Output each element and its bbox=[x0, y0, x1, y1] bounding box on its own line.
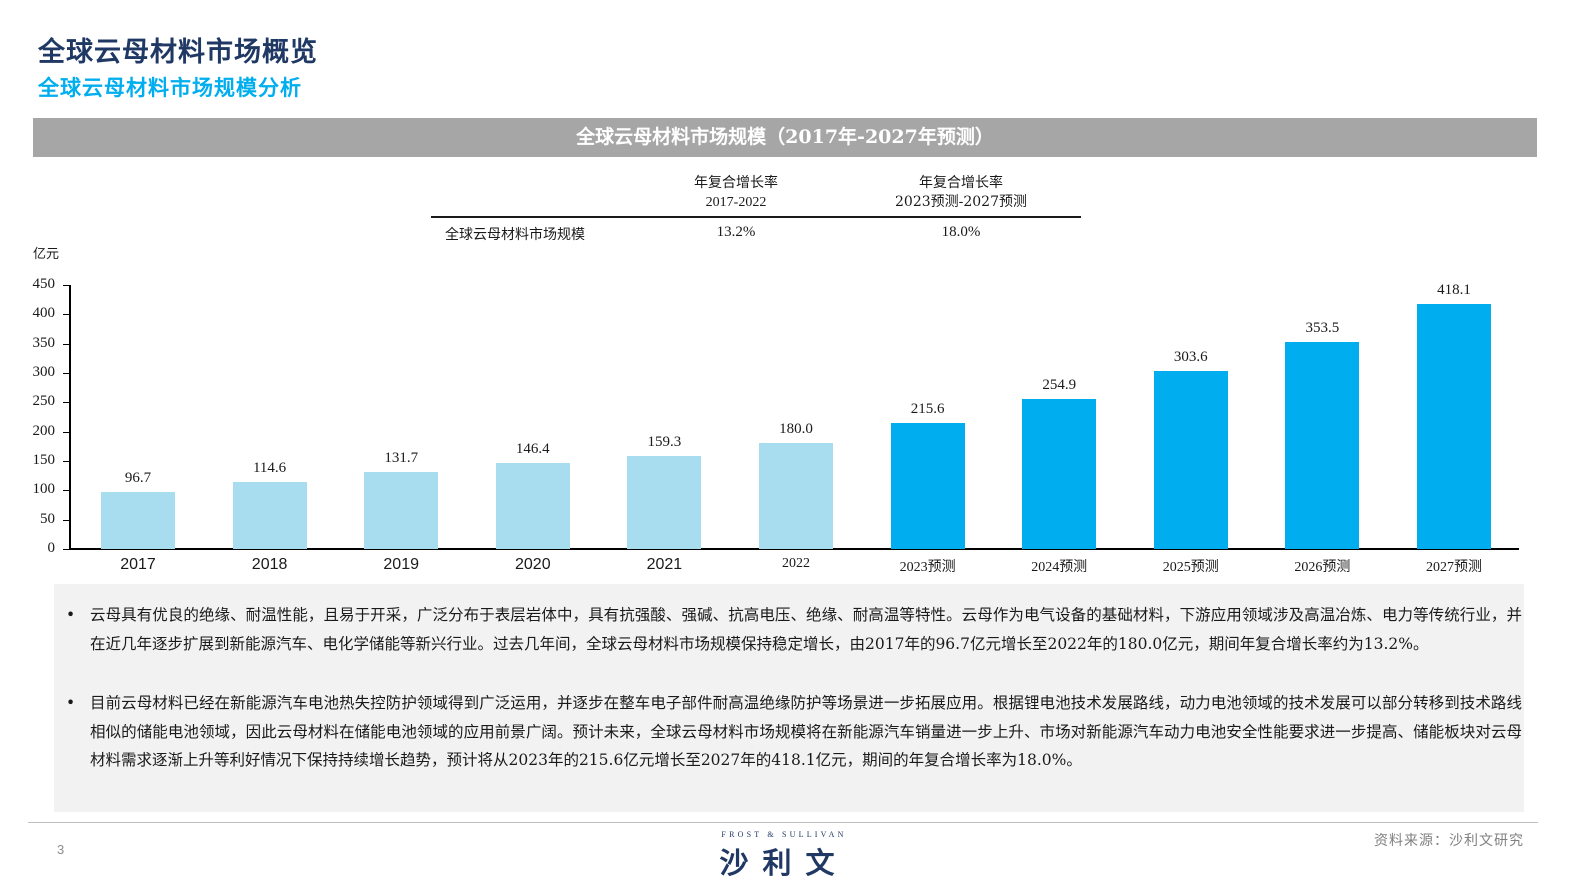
cagr-col-2-line2: 2023预测-2027预测 bbox=[895, 194, 1027, 210]
bar-value-label: 146.4 bbox=[515, 441, 550, 458]
chart-title-banner: 全球云母材料市场规模（2017年-2027年预测） bbox=[33, 118, 1537, 157]
x-tick-label: 2018 bbox=[251, 556, 288, 573]
y-tick-label: 250 bbox=[32, 393, 56, 410]
x-tick-label: 2024预测 bbox=[1031, 560, 1088, 575]
x-tick-label: 2026预测 bbox=[1294, 560, 1351, 575]
logo-frost-sullivan-cn: 沙利文 bbox=[719, 846, 849, 880]
y-tick-label: 400 bbox=[32, 305, 56, 322]
y-tick-label: 100 bbox=[32, 481, 56, 498]
y-axis-unit: 亿元 bbox=[33, 247, 60, 262]
cagr-table-rule bbox=[431, 216, 1081, 218]
page-subtitle: 全球云母材料市场规模分析 bbox=[38, 75, 302, 100]
cagr-row-label: 全球云母材料市场规模 bbox=[445, 227, 585, 243]
bar-2017 bbox=[101, 492, 175, 549]
cagr-col-header-1: 年复合增长率 2017-2022 bbox=[661, 174, 811, 212]
y-tick-mark bbox=[63, 490, 70, 492]
y-tick-label: 150 bbox=[32, 452, 56, 468]
y-tick-label: 300 bbox=[32, 364, 56, 380]
y-tick-mark bbox=[63, 285, 70, 286]
bar-value-label: 180.0 bbox=[779, 421, 813, 438]
y-tick-mark bbox=[63, 314, 70, 316]
footer-divider bbox=[28, 822, 1538, 823]
y-tick-mark bbox=[63, 549, 70, 550]
bar-value-label: 159.3 bbox=[647, 433, 682, 450]
x-tick-label: 2023预测 bbox=[899, 560, 956, 575]
logo-frost-sullivan-en: FROST & SULLIVAN bbox=[721, 830, 847, 839]
bar-2020 bbox=[495, 463, 570, 549]
cagr-col-2-line1: 年复合增长率 bbox=[919, 175, 1003, 191]
cagr-col-1-line2: 2017-2022 bbox=[705, 195, 767, 210]
y-tick-label: 0 bbox=[47, 540, 56, 556]
x-tick-label: 2022 bbox=[782, 556, 810, 571]
y-tick-mark bbox=[63, 402, 70, 404]
y-tick-mark bbox=[63, 519, 70, 521]
bullet-icon: • bbox=[66, 606, 76, 624]
source-note: 资料来源：沙利文研究 bbox=[1374, 833, 1524, 849]
y-tick-mark bbox=[63, 373, 70, 374]
bullet-icon: • bbox=[66, 694, 76, 712]
note-item-2: • 目前云母材料已经在新能源汽车电池热失控防护领域得到广泛运用，并逐步在整车电子… bbox=[66, 689, 1522, 809]
bar-2019 bbox=[364, 471, 439, 549]
y-tick-mark bbox=[63, 461, 70, 462]
cagr-value-2017-2022: 13.2% bbox=[716, 224, 756, 240]
bar-value-label: 418.1 bbox=[1437, 281, 1471, 298]
bar-value-label: 215.6 bbox=[910, 400, 945, 417]
y-tick-label: 350 bbox=[32, 334, 56, 351]
y-tick-label: 200 bbox=[32, 422, 56, 439]
bar-2024预测 bbox=[1022, 399, 1097, 549]
bar-value-label: 353.5 bbox=[1305, 319, 1340, 336]
bar-2025预测 bbox=[1153, 370, 1228, 549]
bar-2026预测 bbox=[1285, 341, 1360, 549]
y-tick-mark bbox=[63, 343, 70, 345]
y-tick-label: 450 bbox=[32, 276, 56, 292]
note-text-2: 目前云母材料已经在新能源汽车电池热失控防护领域得到广泛运用，并逐步在整车电子部件… bbox=[90, 694, 1522, 769]
bar-value-label: 114.6 bbox=[252, 459, 287, 476]
x-tick-label: 2027预测 bbox=[1426, 560, 1482, 575]
y-tick-mark bbox=[63, 431, 70, 433]
x-tick-label: 2019 bbox=[383, 556, 419, 573]
note-text-1: 云母具有优良的绝缘、耐温性能，且易于开采，广泛分布于表层岩体中，具有抗强酸、强碱… bbox=[90, 606, 1522, 653]
page-number: 3 bbox=[57, 842, 65, 857]
bar-value-label: 254.9 bbox=[1042, 377, 1077, 394]
x-tick-label: 2021 bbox=[646, 556, 683, 573]
bar-2027预测 bbox=[1417, 303, 1491, 549]
cagr-value-2023-2027: 18.0% bbox=[941, 224, 981, 240]
x-tick-label: 2025预测 bbox=[1162, 560, 1219, 575]
y-axis-line bbox=[69, 285, 71, 550]
cagr-col-1-line1: 年复合增长率 bbox=[694, 175, 778, 191]
notes-panel: • 云母具有优良的绝缘、耐温性能，且易于开采，广泛分布于表层岩体中，具有抗强酸、… bbox=[54, 584, 1524, 812]
y-tick-label: 50 bbox=[40, 510, 55, 527]
page-title: 全球云母材料市场概览 bbox=[38, 37, 318, 68]
cagr-col-header-2: 年复合增长率 2023预测-2027预测 bbox=[871, 174, 1051, 212]
cagr-table: 年复合增长率 2017-2022 年复合增长率 2023预测-2027预测 全球… bbox=[431, 174, 1081, 244]
bar-value-label: 131.7 bbox=[384, 449, 419, 466]
bar-2021 bbox=[627, 455, 702, 549]
bar-value-label: 303.6 bbox=[1173, 348, 1208, 365]
bar-2018 bbox=[232, 481, 307, 549]
x-tick-label: 2017 bbox=[120, 556, 156, 573]
bar-2023预测 bbox=[890, 422, 965, 549]
x-tick-label: 2020 bbox=[515, 556, 551, 573]
note-item-1: • 云母具有优良的绝缘、耐温性能，且易于开采，广泛分布于表层岩体中，具有抗强酸、… bbox=[66, 601, 1522, 691]
bar-2022 bbox=[759, 443, 833, 549]
x-axis-line bbox=[69, 548, 1519, 550]
bar-value-label: 96.7 bbox=[124, 470, 152, 487]
